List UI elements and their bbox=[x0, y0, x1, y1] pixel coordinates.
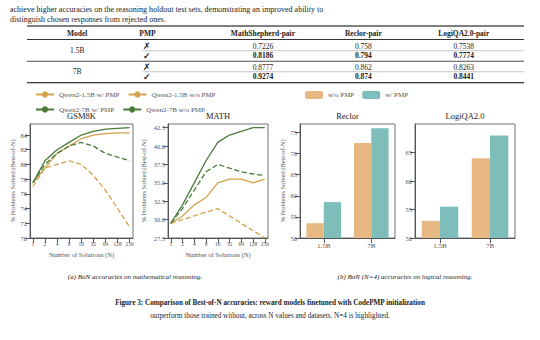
svg-text:256: 256 bbox=[261, 241, 270, 247]
svg-text:128: 128 bbox=[249, 241, 258, 247]
svg-text:7B: 7B bbox=[73, 67, 82, 76]
svg-text:MATH: MATH bbox=[206, 111, 230, 121]
svg-text:78: 78 bbox=[21, 176, 28, 183]
svg-text:✗: ✗ bbox=[143, 41, 151, 51]
svg-text:achieve higher accuracies on t: achieve higher accuracies on the reasoni… bbox=[10, 5, 323, 14]
svg-text:32: 32 bbox=[227, 241, 233, 247]
svg-text:1.5B: 1.5B bbox=[433, 242, 447, 250]
svg-text:0.8263: 0.8263 bbox=[453, 63, 474, 72]
svg-text:LogiQA2.0: LogiQA2.0 bbox=[446, 111, 485, 121]
svg-text:128: 128 bbox=[113, 241, 122, 247]
svg-text:64: 64 bbox=[239, 241, 245, 247]
svg-text:0.8441: 0.8441 bbox=[453, 72, 474, 81]
svg-text:1.5B: 1.5B bbox=[70, 46, 84, 55]
svg-text:Number of Solutions (N): Number of Solutions (N) bbox=[185, 251, 250, 259]
svg-text:27.5: 27.5 bbox=[154, 235, 165, 242]
svg-text:7B: 7B bbox=[367, 242, 376, 250]
svg-text:65: 65 bbox=[406, 149, 413, 156]
svg-text:1: 1 bbox=[31, 241, 34, 247]
svg-text:MathShepherd-pair: MathShepherd-pair bbox=[231, 29, 296, 38]
svg-text:outperform those trained witho: outperform those trained without, across… bbox=[150, 312, 390, 320]
svg-text:70: 70 bbox=[291, 150, 298, 157]
svg-text:% Problems Solved (Best-of-N): % Problems Solved (Best-of-N) bbox=[279, 139, 287, 222]
svg-text:55: 55 bbox=[406, 206, 413, 213]
svg-text:50: 50 bbox=[406, 235, 413, 242]
svg-text:0.874: 0.874 bbox=[355, 72, 372, 81]
svg-text:75: 75 bbox=[291, 129, 298, 136]
svg-text:80: 80 bbox=[21, 161, 28, 168]
svg-text:74: 74 bbox=[21, 205, 28, 212]
svg-text:32.5: 32.5 bbox=[154, 198, 165, 205]
svg-text:Figure 3: Comparison of Best-o: Figure 3: Comparison of Best-of-N accura… bbox=[115, 299, 425, 307]
svg-text:55: 55 bbox=[291, 213, 298, 220]
svg-text:32: 32 bbox=[91, 241, 97, 247]
svg-text:✗: ✗ bbox=[143, 62, 151, 72]
svg-text:0.758: 0.758 bbox=[355, 42, 372, 51]
svg-text:4: 4 bbox=[193, 241, 196, 247]
svg-text:0.7226: 0.7226 bbox=[253, 42, 274, 51]
svg-text:0.8186: 0.8186 bbox=[253, 51, 274, 60]
svg-text:7B: 7B bbox=[486, 242, 495, 250]
svg-text:Number of Solutions (N): Number of Solutions (N) bbox=[49, 251, 114, 259]
svg-text:distinguish chosen responses f: distinguish chosen responses from reject… bbox=[10, 15, 166, 24]
svg-text:0.794: 0.794 bbox=[355, 51, 372, 60]
svg-text:8: 8 bbox=[68, 241, 71, 247]
svg-text:2: 2 bbox=[181, 241, 184, 247]
svg-text:50: 50 bbox=[291, 235, 298, 242]
svg-text:Qwen2-1.5B w/ PMP: Qwen2-1.5B w/ PMP bbox=[59, 91, 120, 99]
svg-text:% Problems Solved (Best-of-N): % Problems Solved (Best-of-N) bbox=[140, 139, 148, 222]
svg-text:65: 65 bbox=[291, 171, 298, 178]
svg-text:60: 60 bbox=[291, 192, 298, 199]
svg-text:8: 8 bbox=[205, 241, 208, 247]
svg-text:0.7538: 0.7538 bbox=[453, 42, 474, 51]
svg-text:PMP: PMP bbox=[139, 29, 156, 38]
svg-text:w/o PMP: w/o PMP bbox=[328, 91, 354, 99]
svg-text:82: 82 bbox=[21, 146, 28, 153]
svg-text:76: 76 bbox=[21, 190, 28, 197]
svg-text:2: 2 bbox=[44, 241, 47, 247]
svg-text:(a) BoN accuracies on mathemat: (a) BoN accuracies on mathematical reaso… bbox=[68, 273, 203, 281]
svg-text:Qwen2-7B w/ PMP: Qwen2-7B w/ PMP bbox=[59, 106, 114, 114]
svg-text:0.8777: 0.8777 bbox=[253, 63, 274, 72]
svg-text:40.0: 40.0 bbox=[154, 143, 165, 150]
svg-text:(b) BoN (N=4) accuracies on lo: (b) BoN (N=4) accuracies on logical reas… bbox=[338, 273, 473, 281]
svg-text:w/ PMP: w/ PMP bbox=[385, 91, 408, 99]
svg-text:✓: ✓ bbox=[143, 72, 151, 82]
svg-text:Qwen2-7B w/o PMP: Qwen2-7B w/o PMP bbox=[146, 106, 205, 114]
svg-text:64: 64 bbox=[103, 241, 109, 247]
svg-text:1.5B: 1.5B bbox=[317, 242, 331, 250]
svg-text:GSM8K: GSM8K bbox=[67, 111, 96, 121]
svg-text:16: 16 bbox=[78, 241, 84, 247]
svg-text:72: 72 bbox=[21, 220, 28, 227]
svg-text:LogiQA2.0-pair: LogiQA2.0-pair bbox=[438, 29, 490, 38]
svg-text:Reclor: Reclor bbox=[336, 111, 359, 121]
svg-text:4: 4 bbox=[56, 241, 59, 247]
svg-text:0.862: 0.862 bbox=[355, 63, 372, 72]
svg-text:1: 1 bbox=[169, 241, 172, 247]
svg-text:0.7774: 0.7774 bbox=[453, 51, 474, 60]
svg-text:Model: Model bbox=[67, 29, 87, 38]
svg-text:35.0: 35.0 bbox=[154, 179, 165, 186]
svg-text:256: 256 bbox=[126, 241, 135, 247]
svg-text:16: 16 bbox=[215, 241, 221, 247]
svg-text:0.9274: 0.9274 bbox=[253, 72, 274, 81]
svg-text:% Problems Solved (Best-of-N): % Problems Solved (Best-of-N) bbox=[9, 139, 17, 222]
svg-text:60: 60 bbox=[406, 178, 413, 185]
svg-text:37.5: 37.5 bbox=[154, 161, 165, 168]
svg-text:✓: ✓ bbox=[143, 51, 151, 61]
svg-text:Qwen2-1.5B w/o PMP: Qwen2-1.5B w/o PMP bbox=[151, 91, 215, 99]
svg-text:Reclor-pair: Reclor-pair bbox=[345, 29, 382, 38]
svg-text:84: 84 bbox=[21, 132, 28, 139]
svg-text:70: 70 bbox=[21, 235, 28, 242]
svg-text:30.0: 30.0 bbox=[154, 216, 165, 223]
svg-text:42.5: 42.5 bbox=[154, 124, 165, 131]
